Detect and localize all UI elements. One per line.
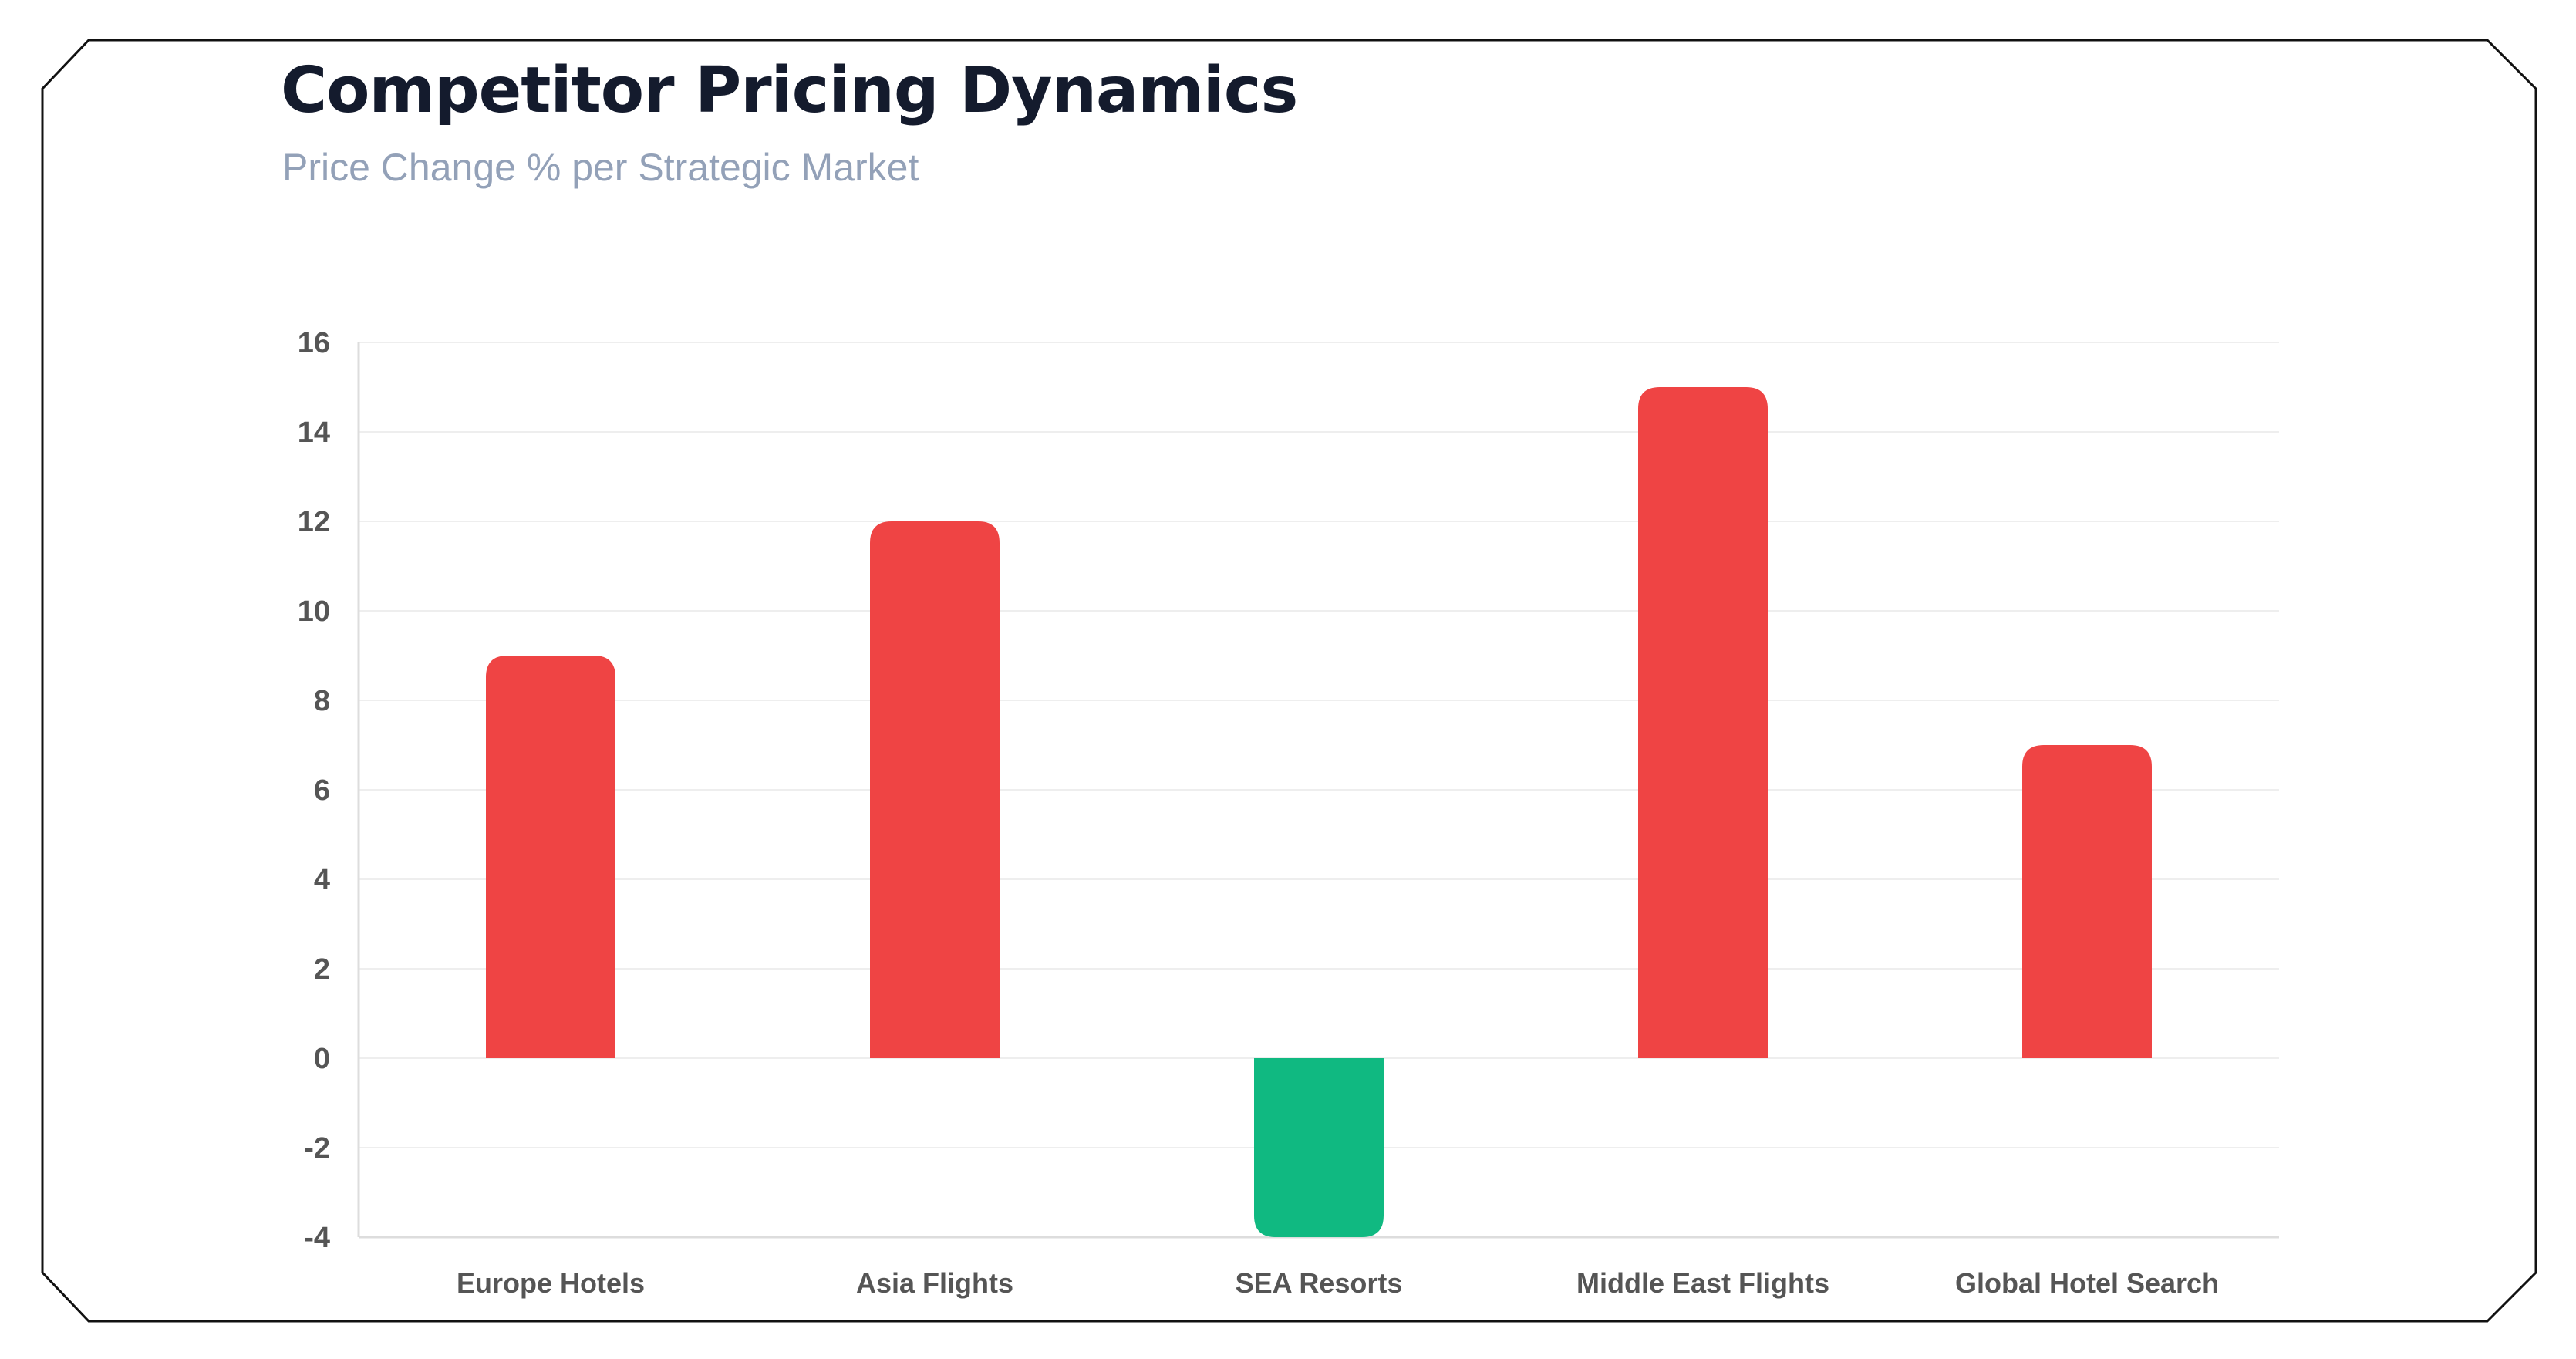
bar-europe-hotels[interactable]	[486, 656, 615, 1058]
bar-middle-east-flights[interactable]	[1638, 387, 1768, 1058]
y-tick-label: 2	[314, 953, 330, 986]
x-category-label: SEA Resorts	[1236, 1267, 1403, 1299]
bar-asia-flights[interactable]	[870, 521, 1000, 1058]
chart-title: Competitor Pricing Dynamics	[281, 54, 1298, 127]
y-tick-label: 14	[298, 416, 330, 449]
x-category-label: Global Hotel Search	[1955, 1267, 2219, 1299]
y-tick-label: 8	[314, 685, 330, 717]
y-axis-tick-labels: 16 14 12 10 8 6 4 2 0 -2 -4	[298, 327, 330, 1254]
y-tick-label: -4	[304, 1222, 330, 1254]
y-tick-label: 12	[298, 506, 330, 538]
bars	[486, 387, 2152, 1237]
x-category-label: Europe Hotels	[457, 1267, 645, 1299]
x-category-label: Middle East Flights	[1576, 1267, 1829, 1299]
x-category-label: Asia Flights	[856, 1267, 1013, 1299]
y-tick-label: 6	[314, 774, 330, 807]
y-tick-label: 4	[314, 864, 330, 896]
y-tick-label: 0	[314, 1043, 330, 1075]
y-tick-label: 10	[298, 595, 330, 628]
x-axis-category-labels: Europe Hotels Asia Flights SEA Resorts Midd…	[457, 1267, 2219, 1299]
chart-subtitle: Price Change % per Strategic Market	[282, 146, 919, 189]
y-tick-label: -2	[304, 1132, 330, 1165]
y-tick-label: 16	[298, 327, 330, 359]
bar-sea-resorts[interactable]	[1254, 1058, 1384, 1237]
bar-global-hotel-search[interactable]	[2022, 745, 2152, 1058]
